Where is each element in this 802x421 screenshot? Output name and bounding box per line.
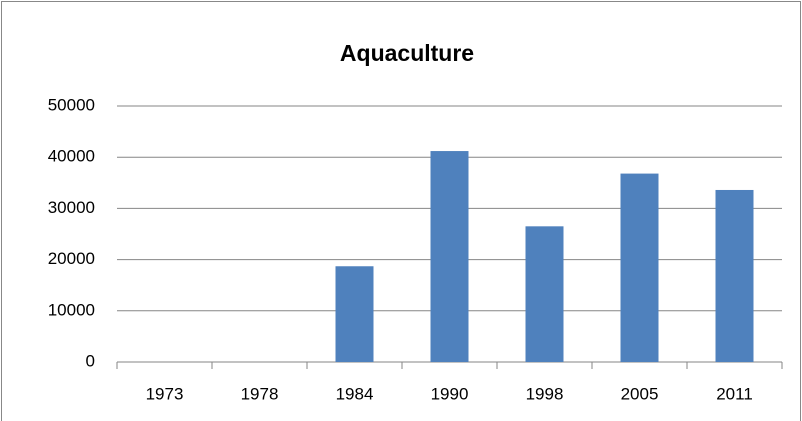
y-tick-label: 10000 [48,300,95,319]
x-tick-label: 1978 [241,384,279,403]
y-tick-label: 20000 [48,249,95,268]
y-tick-label: 50000 [48,95,95,114]
y-tick-label: 30000 [48,198,95,217]
y-tick-label: 0 [86,351,95,370]
bar [430,151,469,362]
x-tick-label: 2005 [621,384,659,403]
bar [335,266,374,362]
x-tick-label: 1998 [526,384,564,403]
x-tick-label: 2011 [716,384,753,403]
y-tick-label: 40000 [48,147,95,166]
bar [715,189,754,362]
bar [525,226,564,362]
x-tick-label: 1990 [431,384,469,403]
chart-title: Aquaculture [340,40,474,66]
x-tick-label: 1984 [336,384,374,403]
x-tick-label: 1973 [146,384,184,403]
bar [620,173,659,362]
